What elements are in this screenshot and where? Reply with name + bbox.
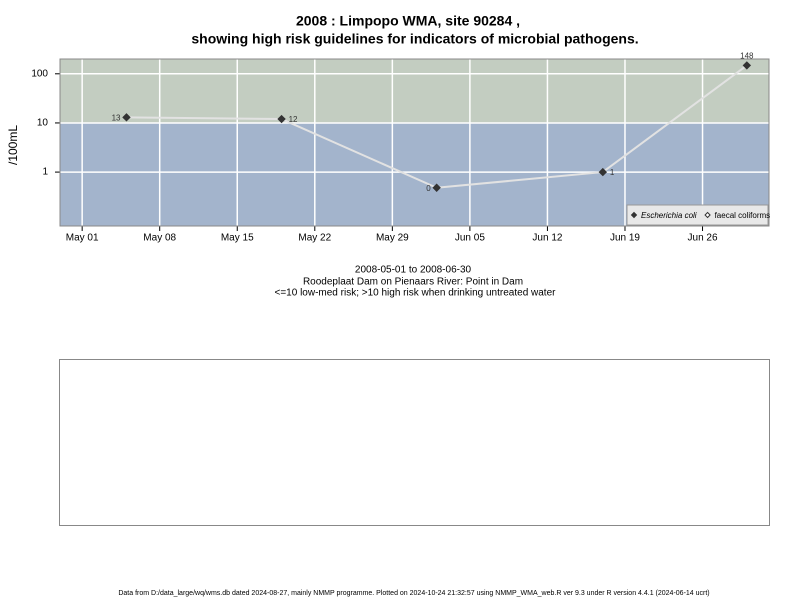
x-tick-label: Jun 05	[455, 233, 485, 244]
subtitle: Roodeplaat Dam on Pienaars River: Point …	[303, 277, 523, 288]
x-tick-label: Jun 26	[688, 233, 718, 244]
point	[277, 114, 286, 124]
data-label: 0	[426, 184, 431, 193]
point	[742, 61, 752, 70]
point	[122, 113, 131, 122]
subtitle: 2008-05-01 to 2008-06-30	[355, 265, 472, 276]
legend-marker	[630, 211, 638, 219]
y-tick-label: 100	[31, 68, 48, 79]
legend-marker	[704, 211, 711, 219]
x-tick-label: May 01	[66, 233, 99, 244]
point	[598, 167, 608, 177]
point	[432, 183, 441, 192]
y-axis-label: /100mL	[6, 125, 20, 165]
legend-label: Escherichia coli	[641, 211, 697, 220]
y-tick-label: 10	[37, 118, 49, 129]
data-label: 148	[740, 52, 754, 61]
chart-title: 2008 : Limpopo WMA, site 90284 ,	[296, 13, 520, 29]
legend-label: faecal coliforms	[715, 211, 771, 220]
empty-panel	[59, 359, 770, 526]
x-tick-label: May 22	[298, 233, 331, 244]
data-label: 12	[289, 115, 298, 124]
chart-title: showing high risk guidelines for indicat…	[191, 31, 638, 47]
x-tick-label: May 08	[143, 233, 176, 244]
x-tick-label: May 15	[221, 233, 254, 244]
x-tick-label: Jun 12	[532, 233, 562, 244]
subtitle: <=10 low-med risk; >10 high risk when dr…	[275, 288, 557, 299]
x-tick-label: Jun 19	[610, 233, 640, 244]
plot-frame	[59, 58, 770, 227]
data-label: 13	[112, 113, 121, 122]
x-tick-label: May 29	[376, 233, 409, 244]
band-high	[60, 59, 769, 123]
data-label: 1	[610, 168, 615, 177]
footer: Data from D:/data_large/wq/wms.db dated …	[118, 590, 709, 597]
legend-box	[626, 204, 769, 226]
y-tick-label: 1	[42, 167, 48, 178]
